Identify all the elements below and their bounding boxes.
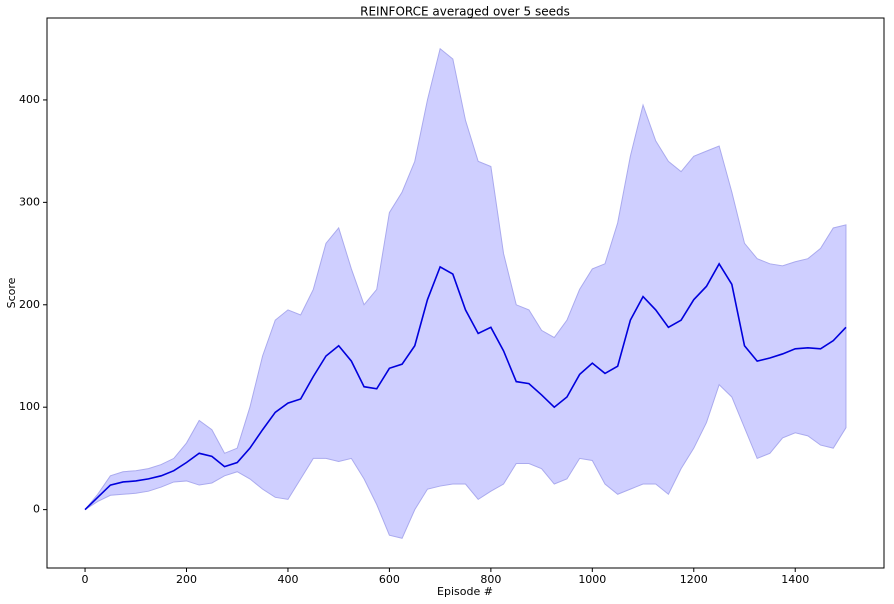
y-tick-label: 100	[19, 400, 40, 413]
x-tick-label: 800	[480, 573, 501, 586]
y-tick-label: 300	[19, 195, 40, 208]
x-tick-label: 0	[82, 573, 89, 586]
x-axis-label: Episode #	[437, 585, 493, 598]
plot-frame	[46, 17, 885, 569]
x-tick-label: 400	[277, 573, 298, 586]
x-tick-label: 1000	[578, 573, 606, 586]
confidence-band	[84, 47, 847, 539]
x-tick-label: 200	[176, 573, 197, 586]
y-axis-label: Score	[5, 277, 18, 308]
mean-line	[84, 262, 847, 511]
chart-title: REINFORCE averaged over 5 seeds	[360, 5, 570, 19]
x-tick-label: 600	[379, 573, 400, 586]
y-tick-label: 0	[33, 503, 40, 516]
y-tick-label: 200	[19, 298, 40, 311]
x-tick-label: 1400	[781, 573, 809, 586]
x-tick-label: 1200	[680, 573, 708, 586]
y-tick-label: 400	[19, 93, 40, 106]
